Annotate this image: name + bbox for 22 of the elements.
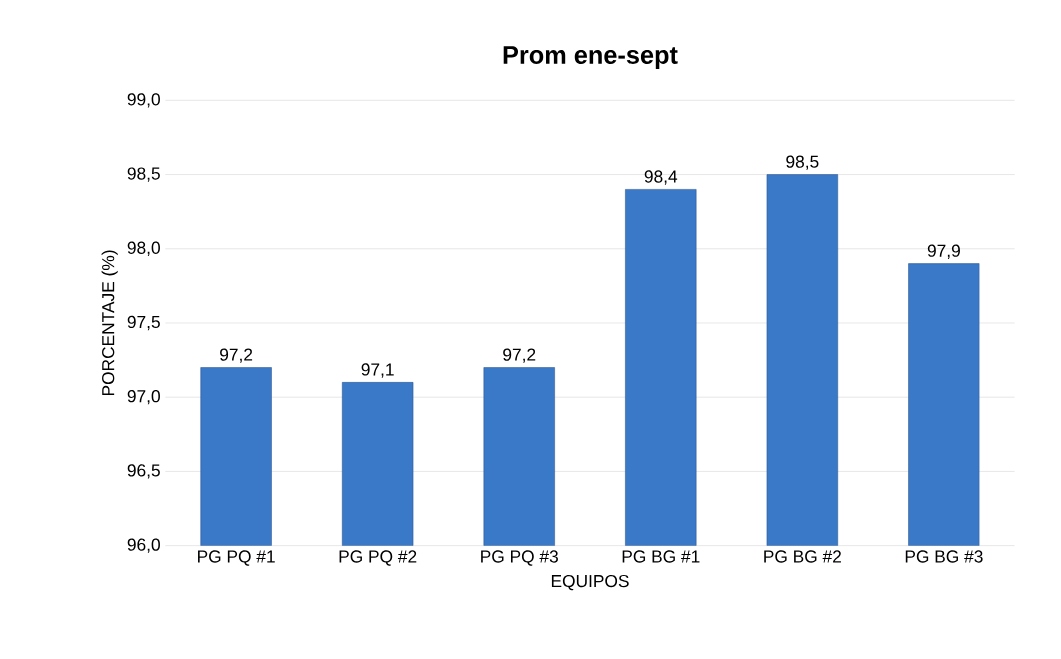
y-tick-label: 96,5 xyxy=(127,464,160,479)
data-label: 98,5 xyxy=(786,155,819,170)
x-tick-label: PG PQ #2 xyxy=(339,550,417,566)
x-tick-label: PG BG #2 xyxy=(764,550,841,563)
data-label: 97,9 xyxy=(927,244,960,259)
x-tick-label: PG PQ #3 xyxy=(481,550,558,566)
x-axis-title: EQUIPOS xyxy=(551,574,629,591)
y-tick-label: 98,5 xyxy=(127,167,160,182)
data-label: 97,1 xyxy=(361,363,394,378)
data-label: 97,2 xyxy=(503,348,536,363)
x-tick-label: PG BG #1 xyxy=(622,550,700,563)
y-tick-label: 96,0 xyxy=(127,538,160,553)
y-axis-title: PORCENTAJE (%) xyxy=(101,250,118,396)
x-tick-label: PG PQ #1 xyxy=(198,550,275,566)
y-tick-label: 97,5 xyxy=(127,315,160,331)
data-label: 98,4 xyxy=(644,170,678,185)
y-tick-label: 97,0 xyxy=(127,390,160,405)
y-tick-label: 98,0 xyxy=(127,241,160,256)
x-tick-label: PG BG #3 xyxy=(905,550,983,563)
data-label: 97,2 xyxy=(220,348,253,363)
y-tick-label: 99,0 xyxy=(127,93,160,108)
chart-title: Prom ene-sept xyxy=(503,46,678,69)
